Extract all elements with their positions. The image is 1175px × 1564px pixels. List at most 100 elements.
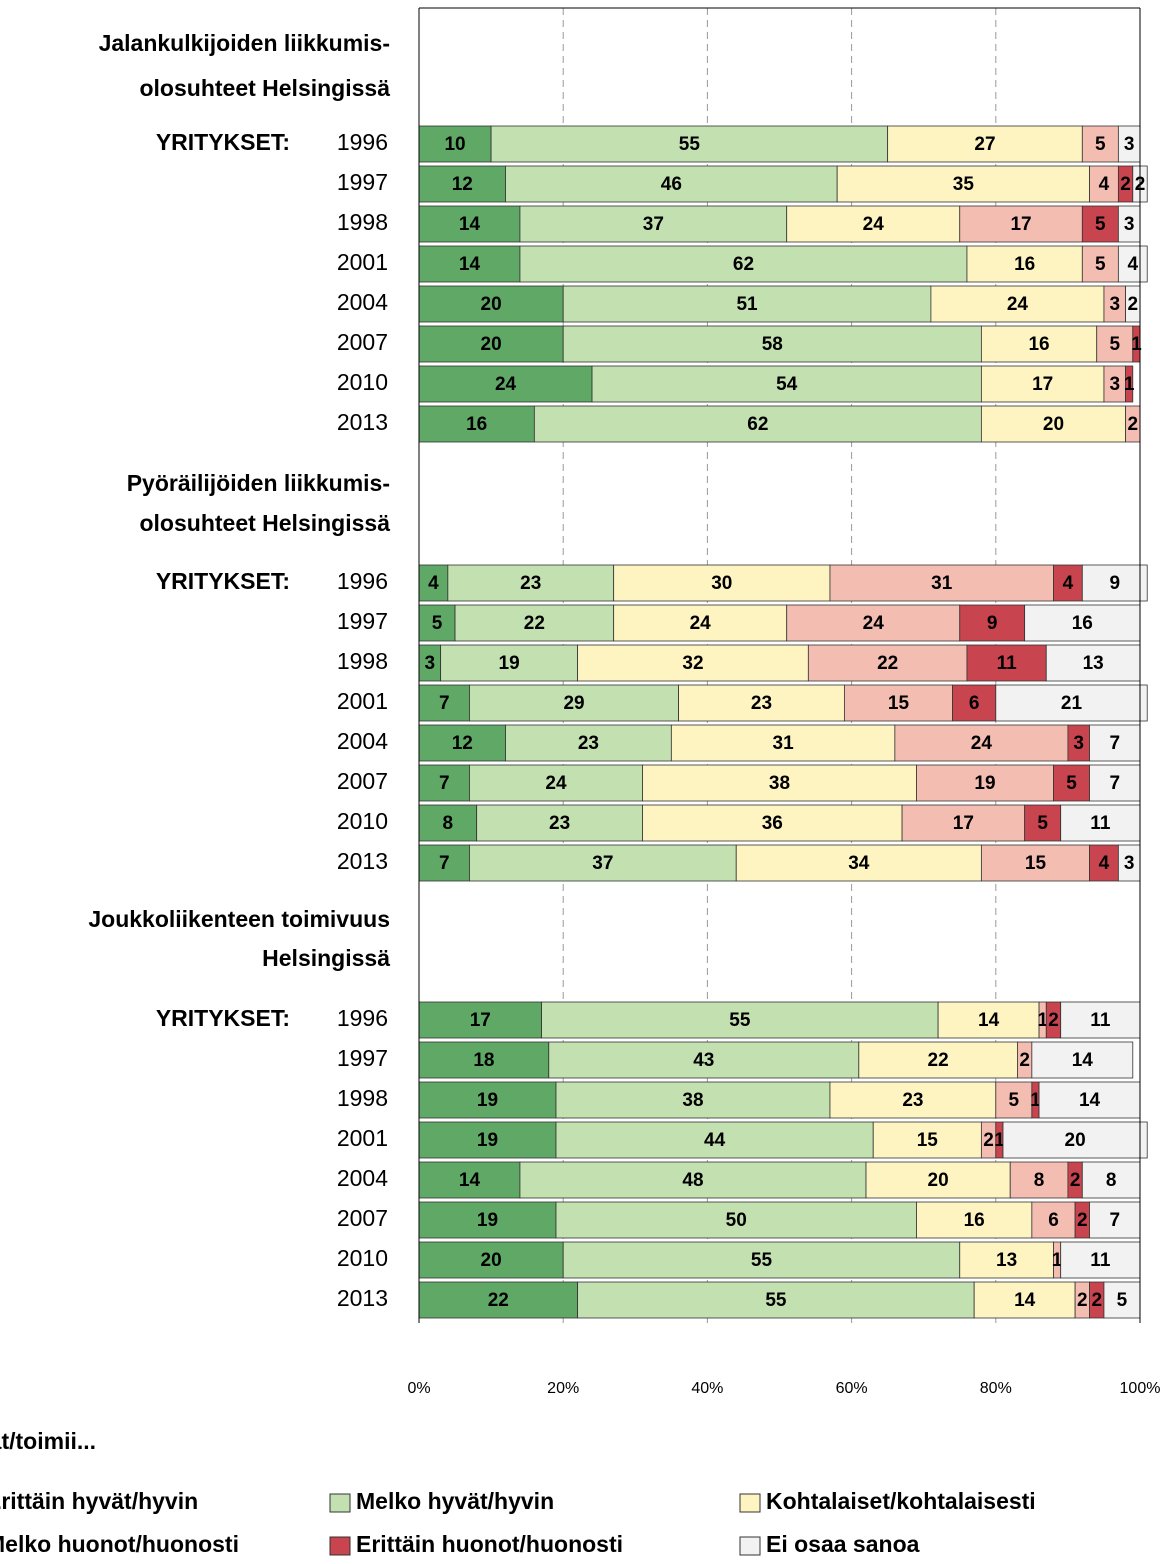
bar-segment [555, 1121, 874, 1159]
data-label: 30 [711, 573, 732, 594]
bar-segment [836, 165, 1090, 203]
data-label: 16 [1028, 334, 1049, 355]
data-label: 5 [1009, 1090, 1020, 1111]
bar-segment [1081, 205, 1119, 243]
data-label: 21 [1061, 693, 1083, 714]
data-label: 5 [1037, 813, 1048, 834]
data-label: 4 [1063, 573, 1074, 594]
data-label: 38 [769, 773, 790, 794]
data-label: 55 [679, 134, 701, 155]
bar-segment [829, 1081, 997, 1119]
bar-segment [865, 1161, 1011, 1199]
data-label: 6 [1048, 1210, 1059, 1231]
y-tick-label: 2007 [337, 1205, 388, 1231]
bar-segment [418, 405, 535, 443]
data-label: 18 [473, 1050, 494, 1071]
data-label: 1 [1052, 1250, 1063, 1271]
data-label: 5 [1095, 134, 1106, 155]
data-label: 20 [928, 1170, 949, 1191]
y-tick-label: 1996 [337, 568, 388, 594]
data-label: 2 [983, 1130, 994, 1151]
bar-segment [418, 325, 564, 363]
data-label: 29 [563, 693, 584, 714]
legend-label: Erittäin huonot/huonosti [356, 1531, 623, 1557]
group-title: Pyöräilijöiden liikkumis- [127, 470, 390, 496]
data-label: 16 [1072, 613, 1093, 634]
bar-segment [447, 564, 615, 602]
data-label: 7 [439, 853, 450, 874]
data-label: 55 [729, 1010, 751, 1031]
bar-segment [418, 1241, 564, 1279]
data-label: 4 [1128, 254, 1139, 275]
bar-segment [887, 125, 1083, 163]
data-label: 14 [459, 214, 481, 235]
bar-segment [591, 365, 982, 403]
data-label: 5 [1095, 254, 1106, 275]
data-label: 44 [704, 1130, 726, 1151]
y-tick-label: 2013 [337, 848, 388, 874]
bar-segment [1081, 564, 1148, 602]
data-label: 22 [928, 1050, 949, 1071]
data-label: 3 [1124, 214, 1135, 235]
y-tick-label: 2004 [337, 289, 388, 315]
data-label: 19 [499, 653, 520, 674]
data-label: 11 [1090, 813, 1111, 834]
data-label: 9 [987, 613, 998, 634]
data-label: 3 [1124, 134, 1135, 155]
bar-segment [519, 1161, 867, 1199]
bar-segment [613, 564, 831, 602]
data-label: 5 [1066, 773, 1077, 794]
data-label: 2 [1048, 1010, 1059, 1031]
legend-label: Kohtalaiset/kohtalaisesti [766, 1488, 1036, 1514]
data-label: 16 [964, 1210, 985, 1231]
bar-segment [959, 604, 1026, 642]
bar-segment [562, 325, 982, 363]
data-label: 12 [452, 733, 473, 754]
data-label: 55 [751, 1250, 773, 1271]
data-label: 14 [459, 1170, 481, 1191]
y-tick-label: 2007 [337, 768, 388, 794]
bar-segment [490, 125, 889, 163]
data-label: 23 [751, 693, 772, 714]
bar-segment [577, 1281, 975, 1319]
data-label: 3 [1109, 294, 1120, 315]
bar-segment [418, 604, 456, 642]
data-label: 1 [1030, 1090, 1041, 1111]
bar-segment [735, 844, 982, 882]
bar-segment [1002, 1121, 1148, 1159]
bar-segment [418, 1201, 557, 1239]
data-label: 22 [488, 1290, 509, 1311]
bar-segment [937, 1001, 1040, 1039]
data-label: 1 [1124, 374, 1135, 395]
bar-segment [1009, 1161, 1069, 1199]
y-tick-label: 1997 [337, 169, 388, 195]
data-label: 2 [1091, 1290, 1102, 1311]
data-label: 11 [997, 653, 1018, 674]
group-label: YRITYKSET: [156, 568, 290, 594]
data-label: 37 [592, 853, 613, 874]
bar-segment [973, 1281, 1076, 1319]
y-tick-label: 1997 [337, 608, 388, 634]
bar-segment [1060, 1001, 1141, 1039]
data-label: 24 [863, 214, 885, 235]
bar-segment [418, 205, 521, 243]
y-tick-label: 2010 [337, 1245, 388, 1271]
bar-segment [930, 285, 1105, 323]
bar-segment [613, 604, 788, 642]
data-label: 16 [1014, 254, 1035, 275]
bar-segment [418, 1281, 579, 1319]
bar-segment [519, 245, 968, 283]
bar-segment [1096, 325, 1134, 363]
y-tick-label: 1998 [337, 1085, 388, 1111]
data-label: 14 [459, 254, 481, 275]
y-tick-label: 1996 [337, 129, 388, 155]
data-label: 17 [470, 1010, 491, 1031]
bar-segment [1089, 724, 1141, 762]
data-label: 16 [466, 414, 487, 435]
data-label: 12 [452, 174, 473, 195]
data-label: 36 [762, 813, 783, 834]
legend-label: Melko huonot/huonosti [0, 1531, 239, 1557]
bar-segment [916, 1201, 1033, 1239]
bar-segment [469, 684, 679, 722]
bar-segment [541, 1001, 939, 1039]
